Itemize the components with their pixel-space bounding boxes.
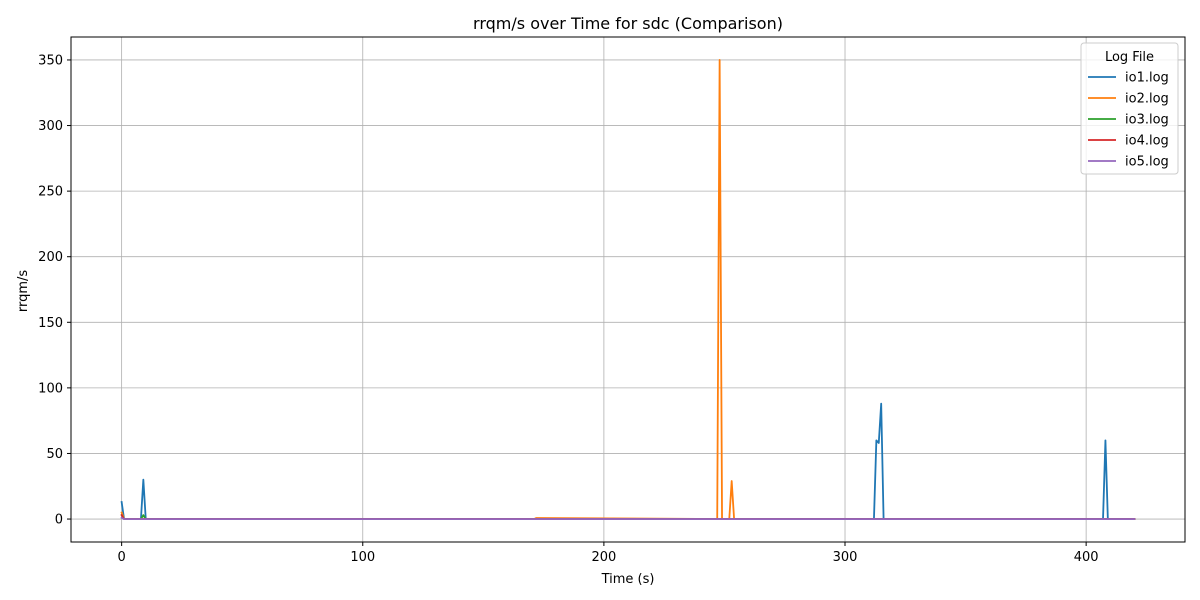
y-tick-label: 150 [38, 316, 63, 331]
series-line-io5-log [120, 516, 1136, 520]
series-layer [120, 59, 1136, 520]
legend-entries: io1.log io2.log io3.log io4.log io5.log [1088, 71, 1169, 170]
y-axis: 0 50 100 150 200 250 300 350 [38, 53, 71, 528]
grid [71, 37, 1185, 542]
y-tick-label: 0 [55, 513, 63, 528]
y-tick-label: 100 [38, 381, 63, 396]
legend-box [1080, 42, 1179, 175]
x-tick-label: 400 [1074, 550, 1099, 565]
x-tick-label: 300 [833, 550, 858, 565]
legend-title: Log File [1105, 50, 1154, 65]
legend-label: io1.log [1125, 71, 1169, 86]
legend-label: io4.log [1125, 134, 1169, 149]
y-tick-label: 50 [46, 447, 63, 462]
plot-frame [70, 36, 1186, 543]
x-axis: 0 100 200 300 400 [117, 542, 1099, 565]
legend-label: io2.log [1125, 92, 1169, 107]
x-tick-label: 100 [350, 550, 375, 565]
y-tick-label: 300 [38, 119, 63, 134]
x-tick-label: 200 [591, 550, 616, 565]
y-tick-label: 200 [38, 250, 63, 265]
legend: Log File io1.log io2.log io3.log io4.log io5… [1080, 42, 1179, 175]
x-tick-label: 0 [117, 550, 125, 565]
y-tick-label: 350 [38, 53, 63, 68]
series-line-io2-log [120, 59, 1136, 520]
legend-label: io5.log [1125, 155, 1169, 170]
x-axis-label: Time (s) [601, 572, 655, 587]
y-tick-label: 250 [38, 185, 63, 200]
y-axis-label: rrqm/s [16, 270, 31, 313]
legend-label: io3.log [1125, 113, 1169, 128]
chart-title: rrqm/s over Time for sdc (Comparison) [473, 14, 783, 33]
series-line-io1-log [120, 402, 1136, 520]
